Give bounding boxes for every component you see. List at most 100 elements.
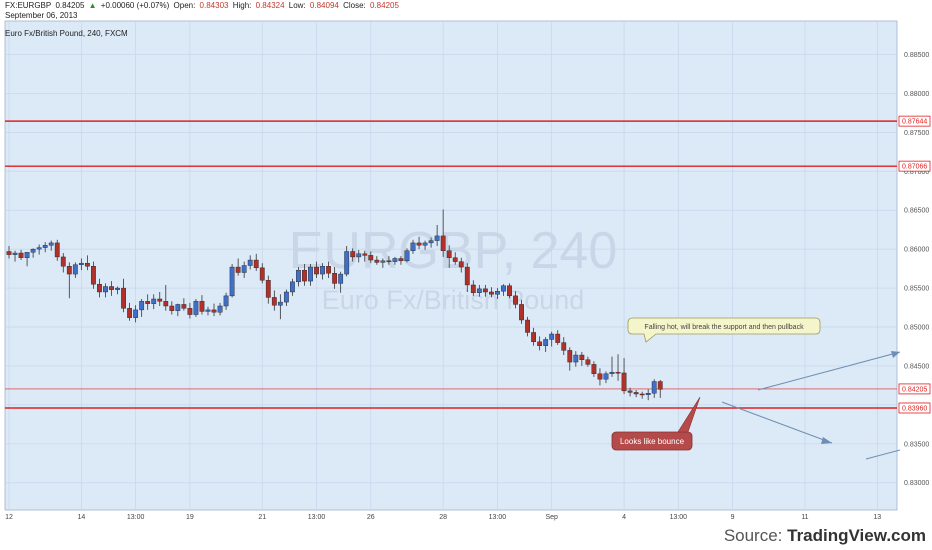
trend-arrow-down[interactable] <box>721 401 833 444</box>
candle-bear <box>181 304 187 309</box>
candle-bull <box>175 304 181 311</box>
candle-bear <box>18 252 24 258</box>
candle-bull <box>283 291 289 303</box>
candle-bear <box>127 308 133 318</box>
candle-bull <box>78 262 84 265</box>
candle-bull <box>115 287 120 290</box>
candle-bull <box>103 286 108 293</box>
candle-bull <box>573 354 579 363</box>
candle-bull <box>549 333 555 340</box>
candle-bull <box>428 240 434 244</box>
candle-bear <box>66 266 72 275</box>
high-value: 0.84324 <box>255 1 285 10</box>
price-axis[interactable]: 0.88500 0.88000 0.87500 0.87000 0.86500 0.860… <box>898 52 931 487</box>
time-tick-label: 13:00 <box>308 514 326 521</box>
level-price-label: 0.83960 <box>902 405 927 412</box>
candle-bull <box>380 260 386 263</box>
candle-bull <box>422 242 428 246</box>
candle-bull <box>404 250 410 262</box>
candle-bull <box>277 301 283 306</box>
candle-bull <box>603 373 609 380</box>
source-credit[interactable]: Source: TradingView.com <box>724 526 926 546</box>
candle-bear <box>621 372 627 392</box>
candle-bear <box>199 301 205 312</box>
time-axis[interactable]: 12 14 13:00 19 21 13:00 26 28 13:00 Sep 4 13:00 9 11 1… <box>5 514 881 521</box>
trend-arrow-up[interactable] <box>757 351 901 391</box>
candle-bear <box>253 259 259 269</box>
candle-bull <box>290 281 295 293</box>
watermark-symbol: EURGBP, 240 <box>289 222 618 280</box>
callout-red-bubble[interactable] <box>611 431 693 451</box>
candle-bear <box>615 371 621 374</box>
candle-bull <box>42 245 48 248</box>
low-value: 0.84094 <box>309 1 339 10</box>
change-up-icon: ▲ <box>88 1 97 10</box>
candle-bear <box>537 341 543 346</box>
candle-bull <box>205 309 211 312</box>
symbol-name[interactable]: FX:EURGBP <box>5 1 52 10</box>
candle-bear <box>84 262 90 267</box>
candle-bear <box>416 242 422 246</box>
candle-bull <box>217 305 223 313</box>
time-tick-label: 12 <box>5 514 13 521</box>
price-tick-label: 0.86000 <box>904 247 929 254</box>
candle-bull <box>410 242 416 251</box>
candle-bull <box>48 242 54 246</box>
candle-bear <box>326 266 331 274</box>
level-price-label: 0.87644 <box>902 119 927 126</box>
callout-red-text: Looks like bounce <box>620 437 685 446</box>
time-tick-label: 19 <box>186 514 194 521</box>
time-tick-label: 14 <box>77 514 85 521</box>
candle-bull <box>356 253 362 258</box>
source-brand: TradingView.com <box>787 526 926 545</box>
candle-bull <box>501 285 506 292</box>
close-value: 0.84205 <box>370 1 399 10</box>
candle-bear <box>519 304 524 321</box>
high-label: High: <box>232 1 252 10</box>
candle-bear <box>458 261 464 268</box>
candle-bear <box>657 381 663 390</box>
price-tick-label: 0.85500 <box>904 286 929 293</box>
time-tick-label: 26 <box>367 514 375 521</box>
candle-bear <box>531 332 537 343</box>
candle-bear <box>350 251 356 258</box>
level-price-tag <box>898 160 931 172</box>
candle-bull <box>338 273 344 284</box>
candle-bull <box>476 288 482 293</box>
low-label: Low: <box>288 1 306 10</box>
candle-bear <box>211 309 217 313</box>
callout-yellow-bubble[interactable] <box>627 317 821 343</box>
candle-bear <box>507 285 512 297</box>
time-tick-label: 11 <box>801 514 808 521</box>
candle-bear <box>398 258 404 262</box>
level-price-tag <box>898 115 931 127</box>
source-prefix: Source: <box>723 526 788 545</box>
price-tick-label: 0.87500 <box>904 130 929 137</box>
drawings[interactable]: Falling hot, will break the support and … <box>611 317 901 460</box>
candle-bull <box>609 371 615 374</box>
time-tick-label: 13 <box>873 514 881 521</box>
candle-bear <box>386 260 392 263</box>
time-tick-label: Sep <box>545 514 558 521</box>
candle-bear <box>368 255 374 261</box>
callout-yellow-text: Falling hot, will break the support and … <box>644 324 804 331</box>
candle-bear <box>633 392 639 395</box>
candle-bull <box>495 290 500 295</box>
candle-bear <box>482 288 488 293</box>
candle-bull <box>241 265 247 273</box>
trend-line-small[interactable] <box>865 449 901 460</box>
price-tick-label: 0.84500 <box>904 363 929 370</box>
time-tick-label: 4 <box>622 514 626 521</box>
price-tick-label: 0.87000 <box>904 169 929 176</box>
candle-bear <box>259 267 265 281</box>
horizontal-levels[interactable] <box>5 120 897 409</box>
candle-bear <box>627 390 633 393</box>
candle-bear <box>440 235 446 251</box>
time-tick-label: 13:00 <box>489 514 507 521</box>
candle-bear <box>362 253 368 256</box>
candle-bear <box>187 308 193 315</box>
candle-bear <box>121 287 126 309</box>
level-price-tag <box>898 383 931 395</box>
